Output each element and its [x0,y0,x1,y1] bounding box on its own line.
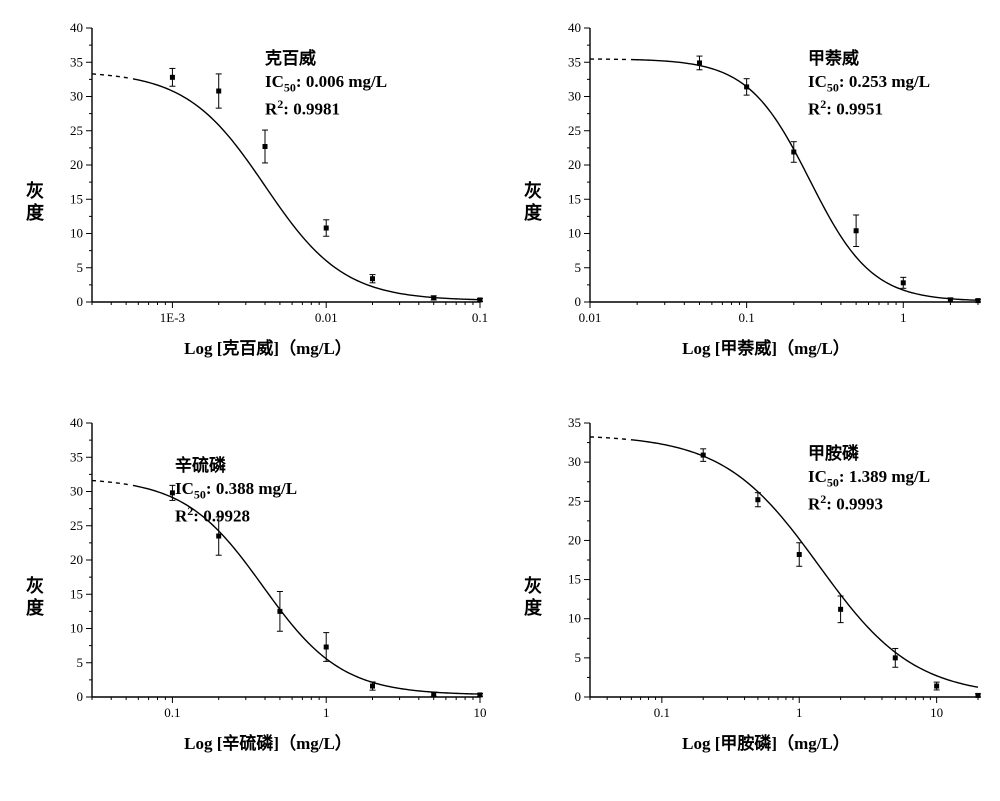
x-axis-label: Log [甲胺磷]（mg/L） [546,729,986,754]
svg-text:0.1: 0.1 [654,705,670,720]
svg-text:10: 10 [568,611,581,626]
svg-text:0.01: 0.01 [579,310,602,325]
svg-text:15: 15 [568,572,581,587]
chart-panel-jnw: 灰度 0 5 10 15 20 25 30 35 40 0.01 0.1 1 Log [甲萘威]（mg/L… [518,20,986,385]
compound-name: 甲胺磷 [808,443,930,466]
svg-text:0: 0 [77,294,84,309]
compound-name: 辛硫磷 [175,455,297,478]
x-axis-label: Log [甲萘威]（mg/L） [546,334,986,359]
x-axis-label: Log [辛硫磷]（mg/L） [48,729,488,754]
chart-annotation: 甲胺磷IC50: 1.389 mg/LR2: 0.9993 [808,443,930,516]
ic50-value: IC50: 1.389 mg/L [808,466,930,491]
svg-text:5: 5 [77,260,84,275]
svg-text:40: 40 [70,415,83,430]
svg-text:0.1: 0.1 [472,310,488,325]
svg-text:40: 40 [70,20,83,35]
svg-text:10: 10 [568,226,581,241]
svg-text:35: 35 [568,415,581,430]
r2-value: R2: 0.9928 [175,503,297,529]
svg-text:1: 1 [900,310,907,325]
svg-text:30: 30 [568,89,581,104]
y-axis-label: 灰度 [519,576,545,620]
svg-text:25: 25 [568,493,581,508]
chart-panel-kbw: 灰度 0 5 10 15 20 25 30 35 40 1E-3 0.01 0.1 Log [克百威]（m… [20,20,488,385]
svg-text:20: 20 [70,552,83,567]
svg-text:10: 10 [474,705,487,720]
r2-value: R2: 0.9951 [808,96,930,122]
svg-text:35: 35 [70,449,83,464]
svg-text:20: 20 [70,157,83,172]
compound-name: 甲萘威 [808,48,930,71]
svg-text:30: 30 [70,89,83,104]
svg-text:0: 0 [77,689,84,704]
svg-text:0: 0 [575,294,582,309]
svg-text:0: 0 [575,689,582,704]
r2-value: R2: 0.9993 [808,491,930,517]
r2-value: R2: 0.9981 [265,96,387,122]
svg-text:20: 20 [568,532,581,547]
svg-text:25: 25 [568,123,581,138]
y-axis-label: 灰度 [519,181,545,225]
svg-text:35: 35 [70,54,83,69]
chart-annotation: 辛硫磷IC50: 0.388 mg/LR2: 0.9928 [175,455,297,528]
chart-annotation: 克百威IC50: 0.006 mg/LR2: 0.9981 [265,48,387,121]
svg-text:30: 30 [568,454,581,469]
svg-text:15: 15 [70,191,83,206]
svg-text:15: 15 [70,586,83,601]
svg-text:10: 10 [70,226,83,241]
chart-panel-xll: 灰度 0 5 10 15 20 25 30 35 40 0.1 1 10 Log [辛硫磷]（mg/L） 辛… [20,415,488,780]
svg-text:1: 1 [796,705,803,720]
svg-text:0.1: 0.1 [164,705,180,720]
ic50-value: IC50: 0.006 mg/L [265,71,387,96]
svg-text:25: 25 [70,518,83,533]
svg-text:30: 30 [70,484,83,499]
chart-grid: 灰度05101520253035401E-30.010.1Log [克百威]（m… [20,20,980,780]
chart-panel-jal: 灰度 0 5 10 15 20 25 30 35 0.1 1 10 Log [甲胺磷]（mg/L） 甲胺磷… [518,415,986,780]
svg-text:35: 35 [568,54,581,69]
svg-text:1E-3: 1E-3 [160,310,185,325]
ic50-value: IC50: 0.388 mg/L [175,478,297,503]
svg-text:20: 20 [568,157,581,172]
svg-text:1: 1 [323,705,330,720]
compound-name: 克百威 [265,48,387,71]
svg-text:5: 5 [77,655,84,670]
y-axis-label: 灰度 [21,576,47,620]
svg-text:10: 10 [70,621,83,636]
x-axis-label: Log [克百威]（mg/L） [48,334,488,359]
svg-text:15: 15 [568,191,581,206]
svg-text:5: 5 [575,260,582,275]
svg-text:0.01: 0.01 [315,310,338,325]
svg-text:25: 25 [70,123,83,138]
svg-text:0.1: 0.1 [739,310,755,325]
svg-text:10: 10 [930,705,943,720]
svg-text:40: 40 [568,20,581,35]
y-axis-label: 灰度 [21,181,47,225]
chart-annotation: 甲萘威IC50: 0.253 mg/LR2: 0.9951 [808,48,930,121]
svg-text:5: 5 [575,650,582,665]
ic50-value: IC50: 0.253 mg/L [808,71,930,96]
